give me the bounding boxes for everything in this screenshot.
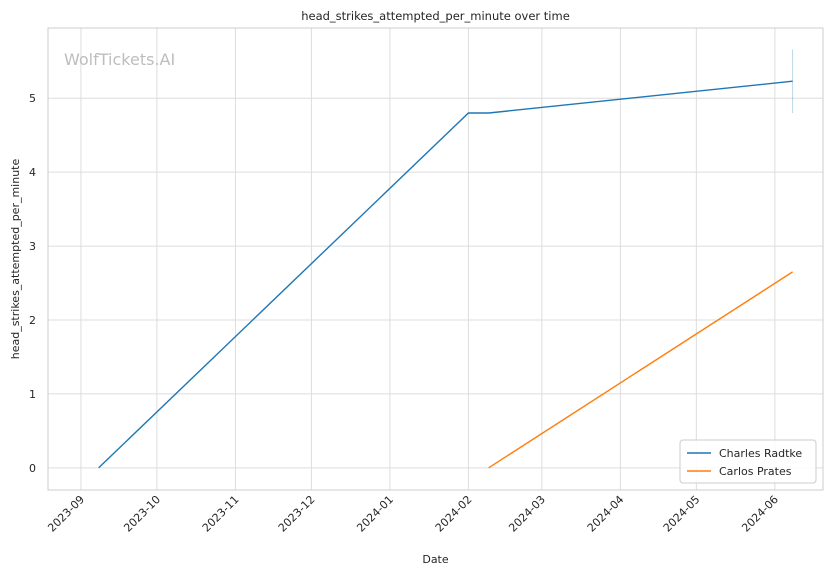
- legend: Charles Radtke Carlos Prates: [679, 439, 817, 484]
- x-tick-label: 2024-04: [585, 493, 627, 535]
- x-tick-label: 2023-11: [200, 493, 242, 535]
- x-tick-label: 2023-09: [45, 493, 87, 535]
- legend-box: [679, 439, 817, 484]
- plot-area: [47, 27, 824, 491]
- x-tick-label: 2023-10: [121, 493, 163, 535]
- series-layer: [98, 49, 794, 469]
- x-axis-title: Date: [422, 553, 449, 566]
- legend-label: Carlos Prates: [719, 465, 792, 478]
- x-tick-label: 2023-12: [276, 493, 318, 535]
- watermark: WolfTickets.AI: [64, 50, 175, 69]
- y-tick-label: 2: [29, 314, 36, 327]
- y-tick-label: 3: [29, 240, 36, 253]
- grid: [48, 28, 823, 490]
- x-tick-labels: 2023-09 2023-10 2023-11 2023-12 2024-01 2024-…: [45, 493, 781, 535]
- x-tick-label: 2024-06: [739, 493, 781, 535]
- series-line: [98, 80, 793, 469]
- legend-label: Charles Radtke: [719, 447, 802, 460]
- y-tick-label: 5: [29, 92, 36, 105]
- y-axis-title: head_strikes_attempted_per_minute: [9, 159, 22, 360]
- series-line: [488, 271, 793, 469]
- x-tick-label: 2024-02: [433, 493, 475, 535]
- x-tick-label: 2024-03: [506, 493, 548, 535]
- x-tick-label: 2024-01: [354, 493, 396, 535]
- y-tick-label: 1: [29, 388, 36, 401]
- y-tick-label: 0: [29, 462, 36, 475]
- chart-title: head_strikes_attempted_per_minute over t…: [301, 9, 570, 23]
- y-tick-label: 4: [29, 166, 36, 179]
- y-tick-labels: 0 1 2 3 4 5: [29, 92, 36, 475]
- x-tick-label: 2024-05: [661, 493, 703, 535]
